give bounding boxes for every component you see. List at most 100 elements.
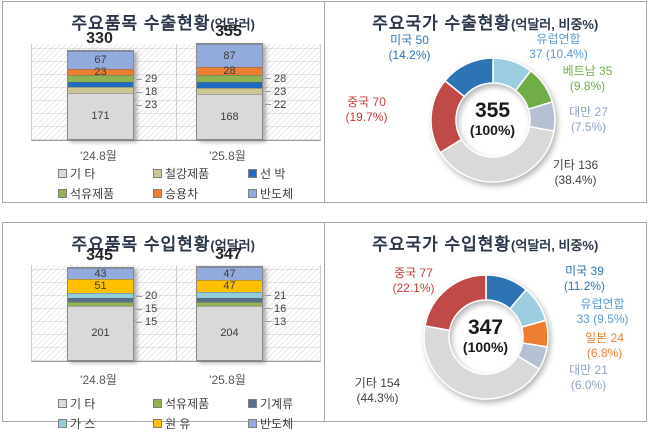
donut-label-taiwan: 대만 21 (6.0%) [555,363,623,393]
import-items-chart: 주요품목 수입현황(억달러) 201 51 43 345 20 15 15 204 47 4… [3,223,325,431]
segment-side-label: 23 [265,85,286,98]
bar-segment: 51 [68,279,133,294]
stacked-bar: 168 28 87 [196,43,263,140]
donut-label-line: (22.1%) [392,281,435,295]
donut-label-vietnam: 베트남 35 (9.8%) [548,64,628,94]
legend-swatch [58,169,67,178]
donut-label-eu: 유럽연합 37 (10.4%) [513,32,605,62]
plot-area: 201 51 43 345 20 15 15 204 47 47 347 21 16 13 [31,246,321,362]
bar-segment [68,293,133,299]
legend-label: 원 유 [165,417,191,431]
legend-item: 승용차 [153,185,248,202]
donut-label-line: (7.5%) [570,120,607,134]
bar-column: 204 47 47 347 21 16 13 [196,246,286,361]
bar-segment [197,292,262,298]
legend-swatch [58,399,67,408]
bar-segment [197,74,262,83]
legend: 기 타 석유제품 기계류 가 스 원 유 반도체 [58,395,343,432]
legend-label: 기 타 [70,167,96,181]
legend-swatch [153,419,162,428]
export-countries-chart: 주요국가 수출현황(억달러, 비중%) 355 (100%) 유럽연합 37 (… [325,2,647,202]
bar-segment [68,302,133,307]
chart-title-text: 주요품목 수입현황 [71,235,211,254]
x-axis-label: '25.8월 [209,373,246,387]
legend-swatch [248,189,257,198]
donut-label-line: 대만 27 [569,105,608,119]
legend-item: 철강제품 [153,165,248,182]
donut-label-line: 유럽연합 [536,32,581,46]
bar-segment [197,302,262,306]
donut-label-line: 중국 70 [347,95,386,109]
export-items-title: 주요품목 수출현황(억달러) [3,9,324,34]
donut-label-line: (14.2%) [388,48,431,62]
stacked-bar: 171 23 67 [67,49,134,140]
legend-label: 반도체 [260,417,294,431]
segment-side-label: 28 [265,72,286,85]
donut-label-japan: 일본 24 (6.8%) [569,331,641,361]
segment-side-label: 29 [136,73,157,86]
legend-label: 석유제품 [70,187,115,201]
bar-segment: 28 [197,65,262,77]
donut-center-value: 347 [467,316,504,339]
export-section: 주요품목 수출현황(억달러) 171 23 67 330 29 18 23 168 28 8… [2,1,647,203]
bar-segment: 23 [68,66,133,77]
donut-center-label: 355 (100%) [438,100,548,139]
legend-swatch [153,189,162,198]
bar-segment: 47 [197,279,262,293]
donut-label-line: (11.2%) [563,279,606,293]
plot-area: 171 23 67 330 29 18 23 168 28 87 355 28 23 22 [31,23,321,141]
bar-segment [197,297,262,303]
chart-title-unit: (억달러, 비중%) [511,238,599,253]
legend-label: 가 스 [70,417,96,431]
donut-label-line: (38.4%) [554,173,597,187]
import-items-title: 주요품목 수입현황(억달러) [3,230,324,255]
import-countries-donut [422,274,549,400]
stacked-bar: 201 51 43 [67,267,134,361]
donut-label-others: 기타 136 (38.4%) [537,158,615,188]
donut-center-label: 347 (100%) [431,317,541,356]
donut-label-usa: 미국 39 (11.2%) [545,264,625,294]
legend-label: 선 박 [260,167,286,181]
segment-side-label: 16 [265,302,286,315]
bar-total-label: 345 [86,247,113,264]
donut-label-line: 미국 39 [565,264,604,278]
segment-side-label: 22 [265,98,286,111]
donut-label-line: 33 (9.5%) [576,312,629,326]
import-countries-chart: 주요국가 수입현황(억달러, 비중%) 347 (100%) 미국 39 (11… [325,223,647,421]
donut-slice [443,57,494,98]
bar-segment [68,74,133,83]
donut-label-usa: 미국 50 (14.2%) [370,33,450,63]
donut-label-line: (6.8%) [586,346,623,360]
bar-segment [68,298,133,303]
bar-segment: 168 [197,94,262,139]
segment-side-label: 21 [265,289,286,302]
bar-total-label: 347 [215,246,242,264]
legend-item: 가 스 [58,415,153,432]
donut-label-line: 기타 154 [354,376,401,390]
x-axis-label: '24.8월 [80,149,117,163]
donut-label-line: 미국 50 [390,33,429,47]
legend-swatch [153,169,162,178]
donut-label-line: (9.8%) [569,79,606,93]
bar-segment: 201 [68,306,133,360]
chart-title-text: 주요품목 수출현황 [71,14,211,33]
export-items-chart: 주요품목 수출현황(억달러) 171 23 67 330 29 18 23 168 28 8… [3,2,325,202]
donut-label-line: (19.7%) [345,110,388,124]
legend-swatch [58,419,67,428]
export-countries-title: 주요국가 수출현황(억달러, 비중%) [325,9,647,34]
legend-swatch [248,419,257,428]
donut-label-taiwan: 대만 27 (7.5%) [553,105,625,135]
donut-center-percent: (100%) [469,122,516,138]
donut-label-line: (44.3%) [356,391,399,405]
legend-item: 기 타 [58,165,153,182]
donut-center-percent: (100%) [462,339,509,355]
bar-total-label: 355 [215,23,242,41]
legend-item: 기계류 [248,395,343,412]
chart-title-text: 주요국가 수출현황 [372,14,512,33]
stacked-bar: 204 47 47 [196,266,263,361]
donut-label-line: (6.0%) [570,378,607,392]
donut-label-line: 유럽연합 [580,297,625,311]
legend-item: 반도체 [248,185,343,202]
legend-swatch [248,169,257,178]
